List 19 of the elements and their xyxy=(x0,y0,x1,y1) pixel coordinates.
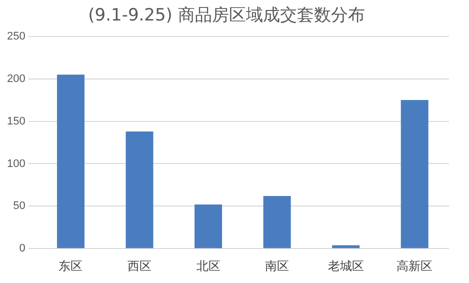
x-tick-label: 北区 xyxy=(196,259,220,274)
y-tick-label: 200 xyxy=(6,72,26,85)
y-tick-label: 50 xyxy=(13,200,26,212)
bar xyxy=(56,74,84,248)
y-tick-label: 250 xyxy=(6,30,26,42)
y-tick-label: 0 xyxy=(19,242,26,255)
chart-title: (9.1-9.25) 商品房区域成交套数分布 xyxy=(88,6,365,26)
x-tick-label: 南区 xyxy=(265,259,290,274)
x-tick-label: 老城区 xyxy=(328,259,364,274)
bar xyxy=(126,131,154,248)
x-tick-label: 西区 xyxy=(128,259,152,274)
bar xyxy=(400,100,428,248)
bar xyxy=(194,204,222,248)
bar xyxy=(263,196,291,248)
y-tick-label: 100 xyxy=(6,158,26,170)
x-tick-label: 高新区 xyxy=(396,259,433,274)
x-tick-label: 东区 xyxy=(58,259,83,274)
bar xyxy=(332,245,360,248)
y-tick-label: 150 xyxy=(6,115,26,128)
